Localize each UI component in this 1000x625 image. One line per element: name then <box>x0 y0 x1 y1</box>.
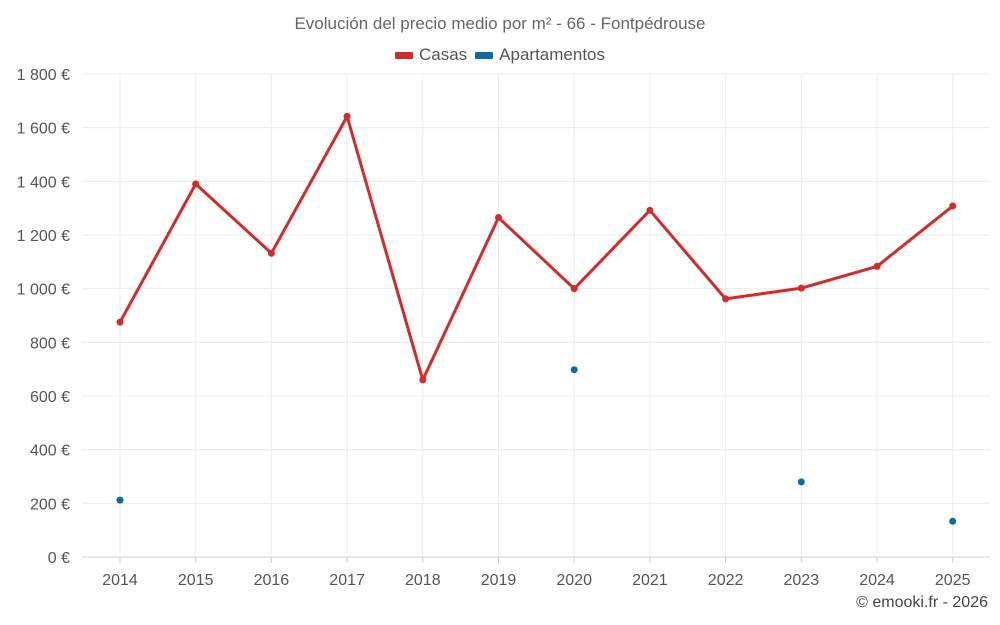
legend-swatch-apartamentos <box>475 51 494 59</box>
data-point-apartamentos[interactable] <box>797 478 805 486</box>
x-tick-label: 2016 <box>254 572 290 589</box>
data-point-casas[interactable] <box>646 206 654 214</box>
y-tick-label: 0 € <box>48 550 70 567</box>
x-tick-label: 2017 <box>329 572 365 589</box>
data-point-apartamentos[interactable] <box>949 517 957 525</box>
x-tick-label: 2014 <box>102 572 138 589</box>
legend-label-apartamentos: Apartamentos <box>499 45 606 64</box>
data-point-casas[interactable] <box>722 295 730 303</box>
data-point-casas[interactable] <box>570 285 578 293</box>
data-point-casas[interactable] <box>495 214 502 222</box>
x-tick-label: 2021 <box>632 572 668 589</box>
y-tick-label: 600 € <box>30 389 70 406</box>
x-tick-label: 2020 <box>556 572 592 589</box>
x-axis: 2014 2015 2016 2017 2018 2019 2020 2021 2022 2023… <box>102 557 971 589</box>
series-layer <box>116 112 957 525</box>
data-point-casas[interactable] <box>419 376 427 384</box>
legend-item-casas[interactable]: Casas <box>394 45 468 65</box>
x-tick-label: 2015 <box>178 572 214 589</box>
x-tick-label: 2019 <box>481 572 517 589</box>
y-tick-label: 1 400 € <box>17 174 70 191</box>
x-tick-label: 2018 <box>405 572 441 589</box>
y-tick-label: 400 € <box>30 443 70 460</box>
data-point-casas[interactable] <box>873 262 881 270</box>
x-tick-label: 2023 <box>784 572 820 589</box>
data-point-casas[interactable] <box>267 249 275 257</box>
data-point-casas[interactable] <box>116 318 124 326</box>
credit-text: © emooki.fr - 2026 <box>856 594 988 611</box>
y-tick-label: 800 € <box>30 335 70 352</box>
legend: Casas Apartamentos <box>0 45 1000 65</box>
data-point-apartamentos[interactable] <box>116 496 124 504</box>
x-tick-label: 2022 <box>708 572 744 589</box>
grid-lines <box>82 73 990 558</box>
data-point-apartamentos[interactable] <box>570 366 578 374</box>
chart-title: Evolución del precio medio por m² - 66 -… <box>294 14 706 33</box>
y-tick-label: 200 € <box>30 496 70 513</box>
x-tick-label: 2024 <box>859 572 895 589</box>
y-tick-label: 1 800 € <box>17 67 70 84</box>
legend-label-casas: Casas <box>418 45 468 64</box>
x-tick-label: 2025 <box>935 572 971 589</box>
data-point-casas[interactable] <box>949 202 957 210</box>
y-tick-label: 1 200 € <box>17 228 70 245</box>
y-tick-label: 1 600 € <box>17 121 70 138</box>
legend-item-apartamentos[interactable]: Apartamentos <box>475 45 605 65</box>
data-point-casas[interactable] <box>797 284 805 292</box>
y-tick-label: 1 000 € <box>17 282 70 299</box>
legend-swatch-casas <box>394 51 413 59</box>
y-axis: 0 € 200 € 400 € 600 € 800 € 1 000 € 1 200 € 1 4… <box>17 67 70 567</box>
series-line-casas <box>118 114 954 382</box>
data-point-casas[interactable] <box>192 180 200 188</box>
data-point-casas[interactable] <box>343 112 351 120</box>
